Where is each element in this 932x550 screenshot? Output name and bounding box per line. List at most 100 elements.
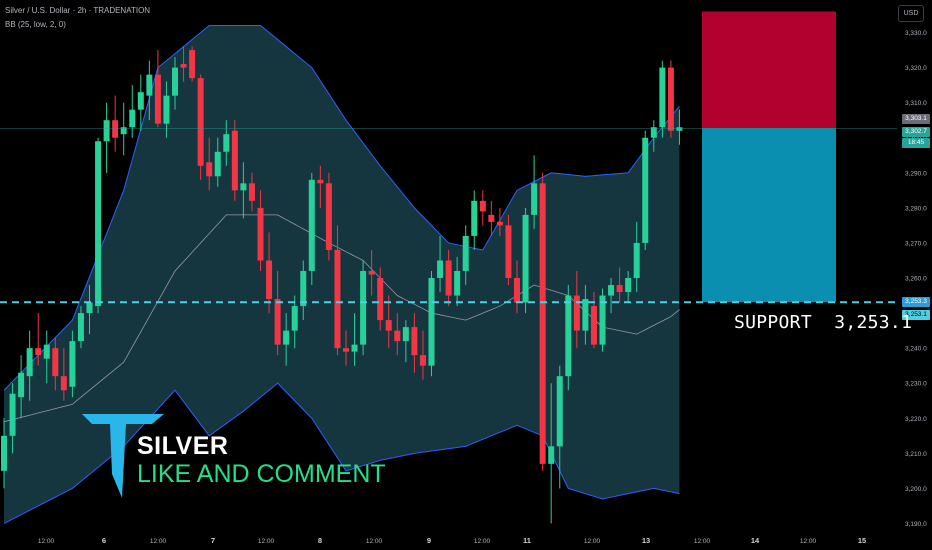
candle-body	[189, 50, 196, 79]
candle-body	[471, 200, 478, 236]
candle-body	[60, 376, 67, 391]
candle-body	[163, 95, 170, 124]
symbol-title[interactable]: Silver / U.S. Dollar · 2h · TRADENATION	[5, 6, 151, 15]
levels	[0, 11, 897, 304]
candle-body	[52, 348, 59, 377]
candle-body	[608, 285, 615, 296]
band-fill	[4, 25, 680, 524]
support-value: 3,253.1	[834, 312, 913, 333]
candle-body	[616, 285, 623, 293]
candle-body	[633, 242, 640, 279]
candle-body	[325, 183, 332, 250]
candle-body	[437, 260, 444, 279]
candle-body	[1, 435, 7, 471]
candle-body	[411, 327, 418, 356]
support-label: SUPPORT	[734, 312, 812, 333]
x-tick-label: 12:00	[694, 538, 711, 545]
candle-body	[565, 295, 572, 377]
candle-body	[308, 179, 315, 271]
candle-body	[172, 67, 178, 96]
x-tick-label: 7	[211, 536, 215, 545]
x-tick-label: 11	[523, 536, 531, 545]
stop-loss-zone	[702, 11, 836, 129]
candle-body	[428, 278, 435, 366]
candle-body	[573, 295, 580, 331]
x-tick-label: 12:00	[474, 538, 491, 545]
band-basis-line	[3, 214, 680, 423]
candle-body	[103, 120, 110, 142]
x-tick-label: 12:00	[258, 538, 275, 545]
candle-body	[240, 183, 247, 191]
candle-body	[522, 214, 529, 303]
candle-body	[667, 67, 674, 131]
candle-body	[419, 355, 426, 366]
candle-body	[479, 200, 486, 212]
candle-body	[394, 330, 401, 342]
y-tick-label: 3,200.0	[905, 486, 927, 493]
y-tick-label: 3,270.0	[905, 240, 927, 247]
candle-body	[86, 302, 93, 314]
candle-body	[35, 348, 42, 356]
candle-body	[77, 313, 84, 342]
candle-body	[231, 130, 238, 191]
candle-body	[257, 207, 264, 261]
candle-body	[334, 249, 341, 349]
candle-body	[531, 183, 538, 215]
candle-body	[548, 446, 555, 464]
candle-body	[274, 299, 281, 345]
x-tick-label: 12:00	[366, 538, 383, 545]
candle-body	[214, 151, 221, 177]
candle-body	[582, 299, 589, 331]
y-tick-label: 3,220.0	[905, 416, 927, 423]
candle-body	[95, 141, 102, 307]
candle-body	[360, 270, 367, 345]
candle-body	[402, 327, 409, 342]
price-tag-support-1: 3,253.3	[902, 297, 930, 307]
price-tag-upper: 3,303.1	[902, 114, 930, 124]
candle-body	[112, 120, 119, 138]
candle-body	[351, 344, 358, 352]
candle-body	[206, 162, 213, 177]
y-tick-label: 3,280.0	[905, 205, 927, 212]
take-profit-zone	[702, 128, 836, 303]
candle-body	[462, 235, 469, 271]
x-tick-label: 14	[751, 536, 760, 545]
candle-body	[368, 270, 375, 275]
price-tag-countdown: 18:45	[902, 138, 930, 148]
band-upper-line	[3, 25, 680, 391]
y-tick-label: 3,310.0	[905, 100, 927, 107]
x-tick-label: 12:00	[150, 538, 167, 545]
y-tick-label: 3,330.0	[905, 30, 927, 37]
x-tick-label: 12:00	[800, 538, 817, 545]
candle-body	[43, 344, 50, 359]
candle-body	[180, 64, 187, 68]
candle-body	[197, 78, 204, 166]
y-tick-label: 3,210.0	[905, 451, 927, 458]
candle-body	[642, 137, 649, 243]
candle-body	[539, 183, 546, 464]
y-tick-label: 3,320.0	[905, 65, 927, 72]
candle-body	[385, 320, 392, 331]
candle-body	[120, 127, 127, 135]
candle-body	[556, 376, 563, 447]
currency-button[interactable]: USD	[898, 5, 924, 22]
y-tick-label: 3,230.0	[905, 381, 927, 388]
candle-body	[377, 278, 384, 321]
x-tick-label: 9	[427, 536, 431, 545]
candle-body	[9, 393, 16, 436]
candle-body	[266, 260, 273, 300]
x-tick-label: 15	[858, 536, 866, 545]
candle-body	[590, 306, 597, 345]
candle-body	[505, 225, 512, 279]
support-annotation: SUPPORT 3,253.1	[734, 312, 912, 333]
indicator-legend[interactable]: BB (25, low, 2, 0)	[5, 20, 66, 29]
candle-body	[146, 74, 153, 96]
candle-body	[154, 74, 161, 124]
candle-body	[659, 67, 666, 128]
candle-body	[291, 306, 298, 331]
price-tag-current: 3,302.7	[902, 127, 930, 137]
candle-body	[514, 278, 520, 303]
brand-title: SILVER	[137, 432, 229, 460]
candle-body	[223, 134, 230, 152]
